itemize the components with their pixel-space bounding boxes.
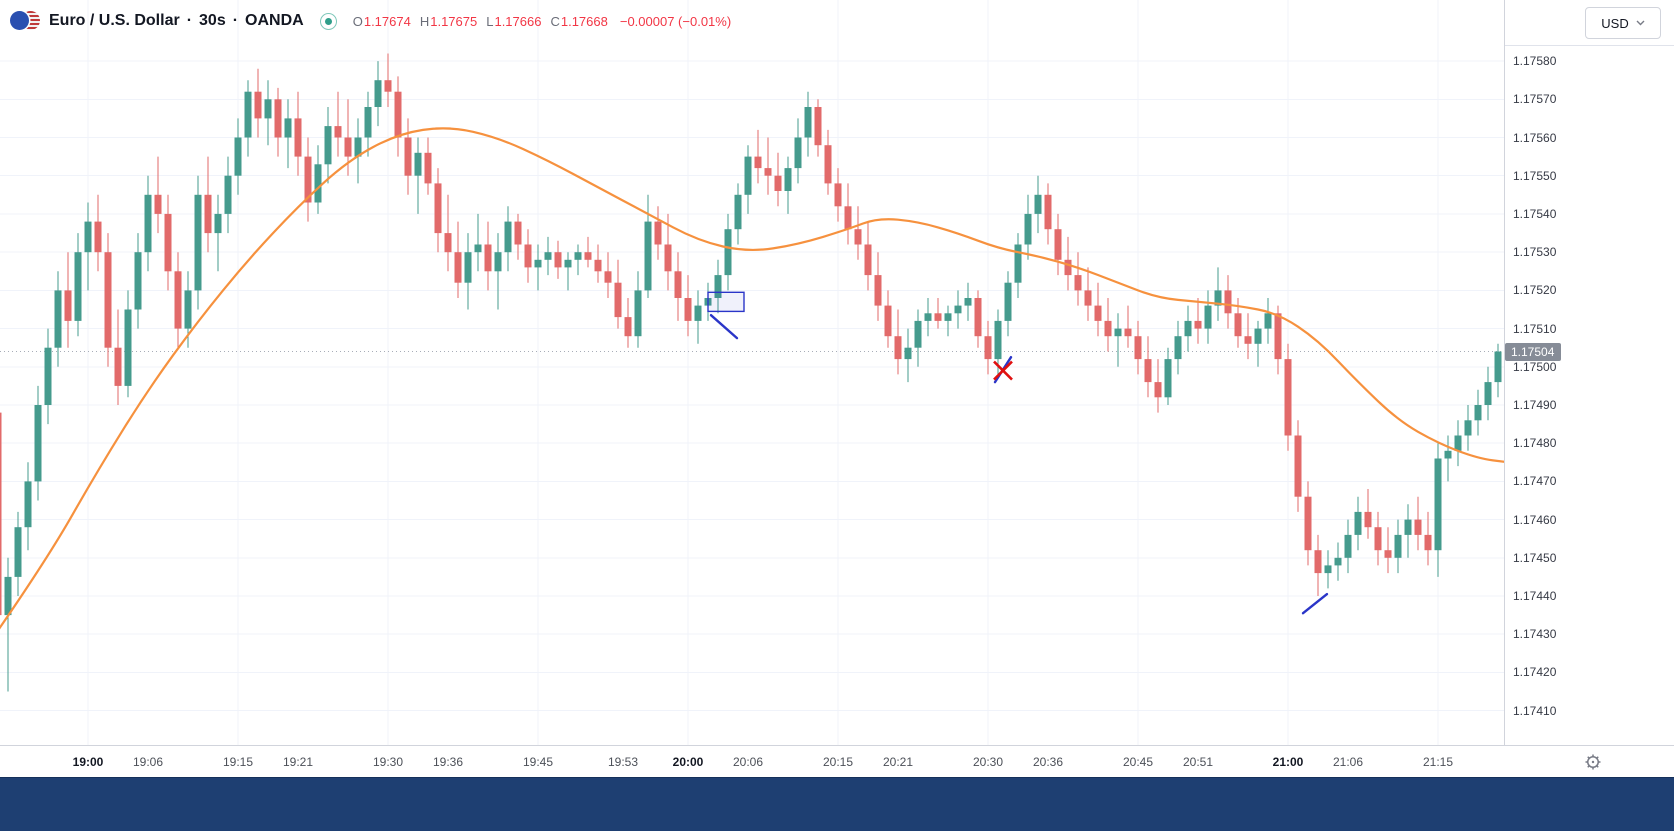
symbol-logo-icon (10, 11, 41, 31)
low-label: L (486, 13, 494, 29)
time-axis-label: 21:00 (1272, 755, 1304, 769)
price-axis[interactable]: USD 1.17580 1.17570 1.17560 1.17550 1.17540 1… (1504, 0, 1674, 745)
time-axis-label: 20:00 (672, 755, 704, 769)
price-axis-label: 1.17500 (1513, 359, 1557, 374)
last-price-badge: 1.17504 (1505, 342, 1562, 361)
low-readout: L1.17666 (486, 14, 541, 29)
time-axis[interactable]: 19:00 19:06 19:15 19:21 19:30 19:36 19:45 19:53… (0, 745, 1674, 778)
price-axis-label: 1.17420 (1513, 665, 1557, 680)
price-axis-label: 1.17410 (1513, 703, 1557, 718)
price-axis-label: 1.17470 (1513, 474, 1557, 489)
time-axis-label: 19:36 (432, 755, 464, 769)
price-axis-label: 1.17430 (1513, 627, 1557, 642)
bottom-taskbar (0, 777, 1674, 831)
market-status-icon[interactable] (319, 12, 337, 30)
time-axis-label: 21:15 (1422, 755, 1454, 769)
high-label: H (419, 13, 430, 29)
currency-label: USD (1601, 15, 1629, 31)
time-axis-label: 20:30 (972, 755, 1004, 769)
price-axis-label: 1.17480 (1513, 436, 1557, 451)
price-axis-label: 1.17570 (1513, 92, 1557, 107)
open-label: O (352, 13, 363, 29)
drawing-rect[interactable] (707, 291, 745, 313)
time-axis-label: 19:15 (222, 755, 254, 769)
price-axis-label: 1.17510 (1513, 321, 1557, 336)
time-axis-label: 19:00 (72, 755, 104, 769)
symbol-title: Euro / U.S. Dollar · 30s · OANDA (49, 12, 304, 30)
close-readout: C1.17668 (550, 14, 607, 29)
eur-flag-icon (10, 11, 29, 30)
time-axis-label: 19:06 (132, 755, 164, 769)
drawings-layer[interactable] (707, 291, 1329, 615)
settings-gear-icon[interactable] (1584, 753, 1602, 771)
interval-button[interactable]: 30s (199, 12, 226, 29)
symbol-name-button[interactable]: Euro / U.S. Dollar (49, 12, 180, 29)
exchange-button[interactable]: OANDA (245, 12, 304, 29)
drawing-line[interactable] (1301, 592, 1329, 615)
price-axis-label: 1.17560 (1513, 130, 1557, 145)
high-readout: H1.17675 (420, 14, 477, 29)
price-axis-label: 1.17460 (1513, 512, 1557, 527)
time-axis-label: 19:45 (522, 755, 554, 769)
time-axis-label: 19:30 (372, 755, 404, 769)
low-value: 1.17666 (494, 13, 542, 29)
time-axis-label: 19:53 (607, 755, 639, 769)
high-value: 1.17675 (430, 13, 478, 29)
chevron-down-icon (1636, 20, 1645, 26)
price-axis-label: 1.17440 (1513, 589, 1557, 603)
open-readout: O1.17674 (353, 14, 411, 29)
time-axis-label: 19:21 (282, 755, 314, 769)
title-separator: · (232, 12, 239, 29)
time-axis-label: 20:45 (1122, 755, 1154, 769)
price-axis-label: 1.17520 (1513, 283, 1557, 298)
chart-plot-area[interactable] (0, 0, 1504, 745)
time-axis-label: 20:06 (732, 755, 764, 769)
currency-selector[interactable]: USD (1585, 7, 1661, 39)
price-axis-label: 1.17550 (1513, 168, 1557, 183)
drawing-line[interactable] (709, 314, 739, 340)
price-axis-label: 1.17530 (1513, 245, 1557, 260)
time-axis-label: 20:21 (882, 755, 914, 769)
price-axis-label: 1.17580 (1513, 54, 1557, 69)
change-value: −0.00007 (−0.01%) (619, 13, 732, 29)
close-label: C (550, 13, 560, 29)
time-axis-label: 20:36 (1032, 755, 1064, 769)
ma-line[interactable] (0, 127, 1504, 630)
drawing-cross[interactable] (993, 360, 1013, 381)
open-value: 1.17674 (363, 13, 411, 29)
close-value: 1.17668 (560, 13, 608, 29)
price-axis-label: 1.17450 (1513, 550, 1557, 565)
time-axis-label: 20:15 (822, 755, 854, 769)
price-axis-label: 1.17540 (1513, 206, 1557, 221)
market-open-dot (324, 17, 332, 25)
price-axis-label: 1.17490 (1513, 398, 1557, 412)
ohlc-readout: O1.17674 H1.17675 L1.17666 C1.17668 −0.0… (353, 14, 731, 29)
time-axis-label: 21:06 (1332, 755, 1364, 769)
chart-legend: Euro / U.S. Dollar · 30s · OANDA O1.1767… (10, 8, 731, 34)
time-axis-label: 20:51 (1182, 755, 1214, 769)
title-separator: · (186, 12, 193, 29)
chart-canvas[interactable] (0, 0, 1504, 745)
